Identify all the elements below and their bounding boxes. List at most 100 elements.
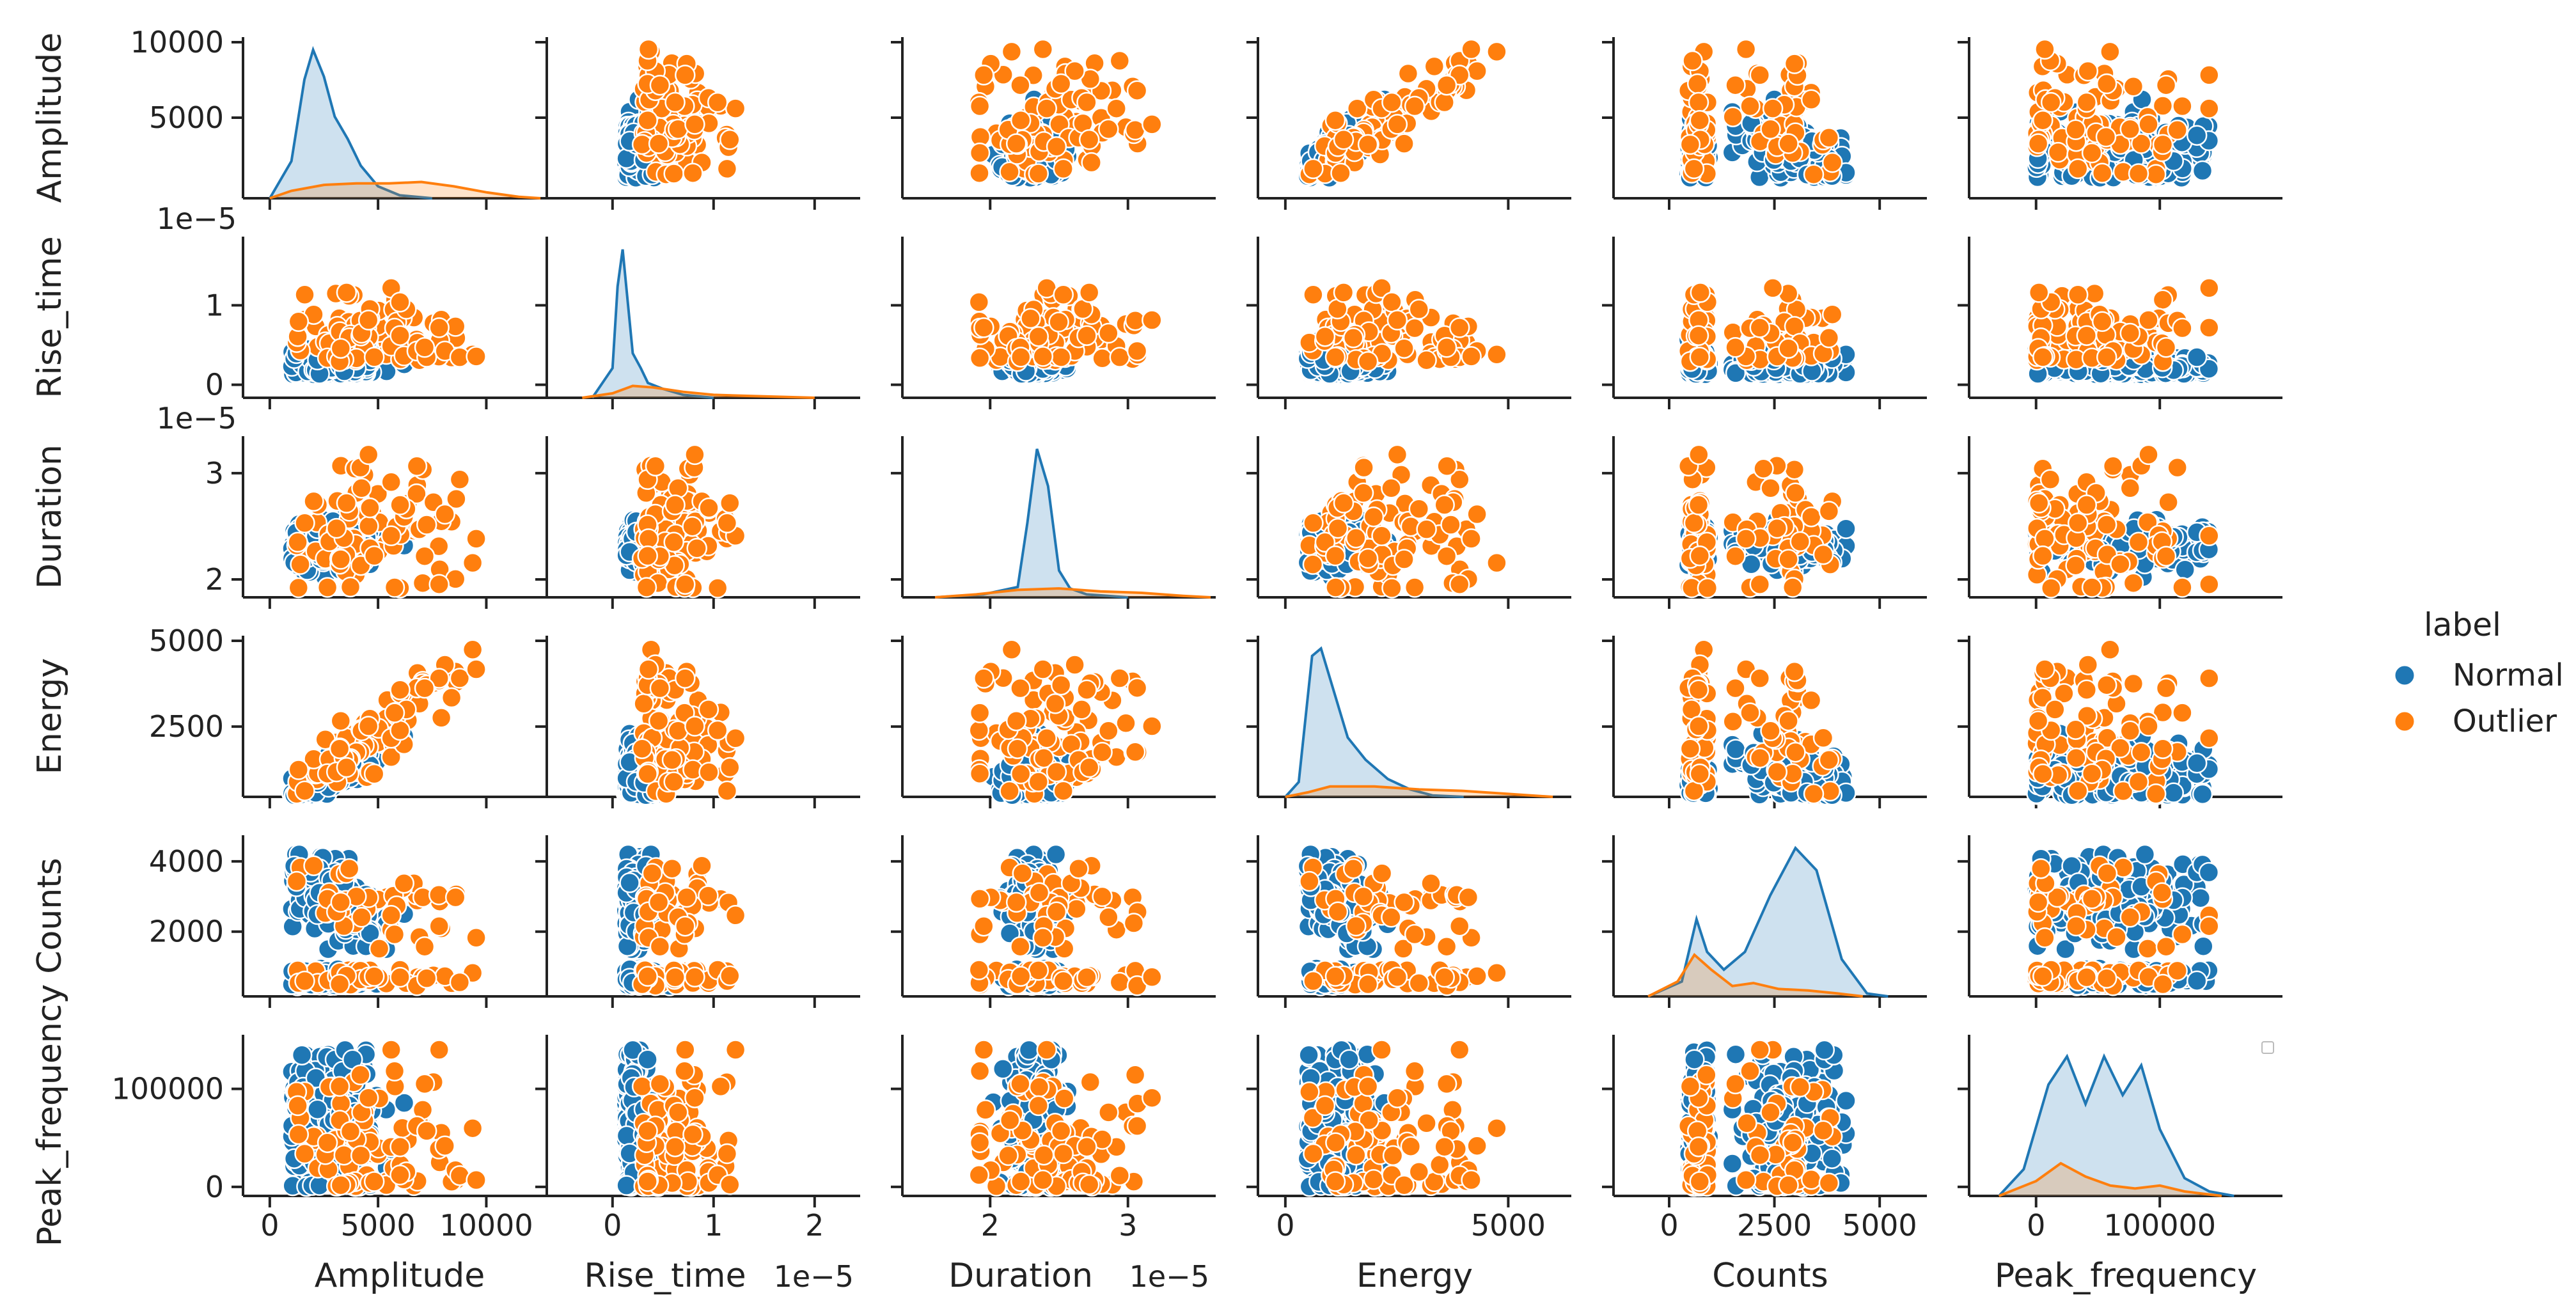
point [2032,109,2054,131]
point [466,528,487,549]
point [1440,514,1461,535]
point [2096,73,2117,95]
point [1357,547,1379,569]
point [414,337,436,358]
point [2199,278,2220,299]
kde-fill-normal [592,249,714,398]
point [1778,338,1799,359]
point [1679,134,1701,155]
point [973,65,994,86]
y-tick-label: 3 [205,456,224,491]
point [2145,164,2167,185]
point [999,161,1020,182]
point [1689,347,1711,368]
point [686,538,707,559]
point [2077,60,2099,82]
point [1461,346,1482,367]
point [637,545,658,567]
point [1032,38,1054,60]
y-tick-label: 0 [205,368,224,402]
point [1050,347,1072,368]
point [330,549,352,570]
point [2065,119,2086,141]
point [1098,118,1119,140]
point [290,554,311,575]
point [414,546,436,567]
point [363,347,385,368]
point [1434,494,1455,515]
point [2155,74,2177,96]
point [1683,158,1705,180]
point [2027,133,2049,154]
point [1046,136,1067,157]
point [2172,317,2193,339]
point [1302,554,1324,575]
point [1725,337,1746,358]
point [1053,284,1074,306]
point [2123,76,2144,97]
point [330,338,352,359]
point [406,455,428,477]
point [1725,74,1746,96]
point [1371,525,1392,547]
point [1778,133,1799,154]
point [1303,158,1324,180]
point [636,577,657,598]
point [1381,91,1402,113]
point [357,444,379,466]
y-tick-label: 5000 [149,100,224,135]
point [1486,344,1507,365]
point [1486,41,1507,63]
point [389,494,411,515]
point [326,517,347,539]
point [1449,317,1470,338]
point [968,292,990,313]
point [2076,91,2098,113]
point [2081,142,2103,164]
point [1363,506,1385,528]
point [466,346,487,367]
point [1682,50,1703,72]
point [336,492,357,514]
point [649,74,671,96]
point [1749,317,1771,338]
point [303,491,324,512]
point [336,282,357,303]
point [384,577,405,598]
point [1688,91,1709,113]
point [969,162,990,184]
point [381,471,402,493]
point [1762,98,1784,119]
point [1028,326,1049,347]
point [1740,95,1761,117]
point [663,163,684,184]
point [1803,164,1825,185]
point [684,444,705,466]
panel-rise-time-vs-duration [891,237,1216,409]
y-tick-label: 10000 [130,25,224,59]
point [1821,304,1843,325]
panel-rise-time-vs-counts [1602,237,1927,409]
point [2028,282,2050,303]
point [2067,158,2089,180]
point [707,577,728,599]
point [2091,311,2113,333]
scatter-outlier [1677,444,1843,599]
point [363,545,385,567]
point [294,512,315,534]
point [2128,163,2149,184]
point [1386,444,1408,466]
point [1010,109,1032,131]
kde-line-normal [269,45,432,200]
point [1461,528,1482,549]
panel-amplitude-vs-duration [891,37,1216,210]
point [1436,546,1457,567]
panel-duration-vs-duration [891,436,1216,609]
y-tick-label: 1 [205,288,224,322]
point [1327,517,1349,539]
point [675,65,696,86]
kde-fill-normal [935,449,1128,597]
panel-rise-time-vs-energy [1246,237,1571,409]
point [1005,133,1027,154]
point [1325,577,1346,598]
